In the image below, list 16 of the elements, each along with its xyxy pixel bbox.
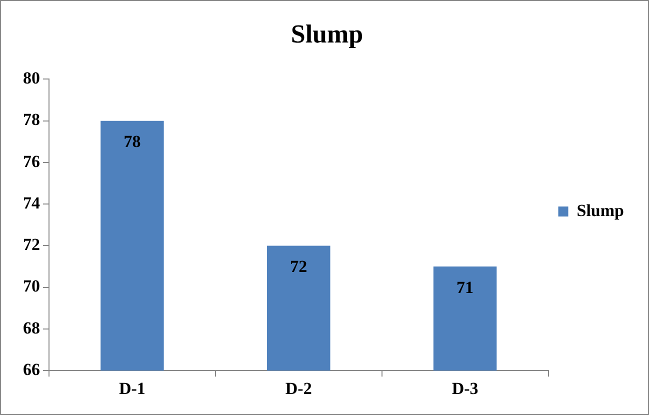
y-tick-label: 74 xyxy=(23,193,40,212)
y-tick-label: 72 xyxy=(23,235,40,254)
data-label: 78 xyxy=(124,132,141,152)
y-tick-label: 78 xyxy=(23,110,40,130)
data-label: 71 xyxy=(456,278,474,297)
chart-title: Slump xyxy=(290,19,364,48)
x-tick-label: D-2 xyxy=(285,379,312,398)
x-tick-label: D-3 xyxy=(452,379,478,398)
legend-label: Slump xyxy=(576,200,624,220)
x-tick-label: D-1 xyxy=(118,379,146,398)
data-label: 72 xyxy=(290,257,308,276)
y-tick-label: 68 xyxy=(23,318,40,338)
y-tick-label: 66 xyxy=(23,360,40,379)
y-tick-label: 76 xyxy=(23,152,40,171)
y-tick-label: 80 xyxy=(23,68,40,88)
y-tick-label: 70 xyxy=(23,276,40,296)
